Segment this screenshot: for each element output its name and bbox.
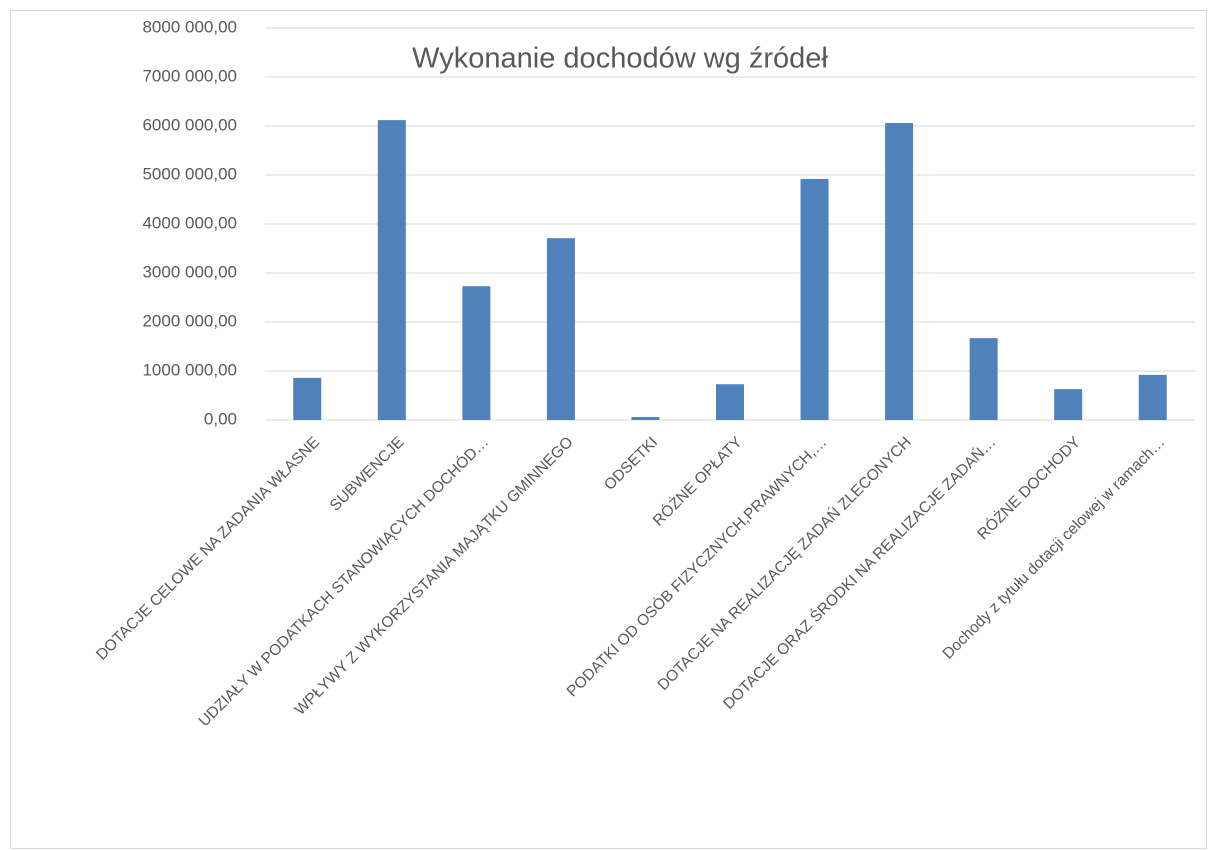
bar	[969, 338, 998, 420]
bar	[1054, 389, 1083, 420]
y-tick-label: 7000 000,00	[142, 66, 237, 85]
bar	[800, 178, 829, 420]
bar	[293, 377, 322, 420]
bar	[462, 286, 491, 420]
bar	[546, 238, 575, 420]
y-tick-label: 0,00	[204, 409, 237, 428]
bar	[377, 120, 406, 421]
chart-border	[10, 10, 1207, 849]
bar	[716, 384, 744, 420]
y-tick-label: 2000 000,00	[142, 311, 237, 330]
chart-title: Wykonanie dochodów wg źródeł	[412, 43, 828, 75]
y-tick-label: 8000 000,00	[142, 17, 237, 36]
y-tick-label: 1000 000,00	[142, 360, 237, 379]
y-tick-label: 3000 000,00	[142, 262, 237, 281]
bar	[1138, 374, 1167, 420]
y-tick-label: 5000 000,00	[142, 164, 237, 183]
bar	[631, 417, 660, 420]
y-tick-label: 6000 000,00	[142, 115, 237, 134]
y-tick-label: 4000 000,00	[142, 213, 237, 232]
bar	[885, 123, 914, 420]
